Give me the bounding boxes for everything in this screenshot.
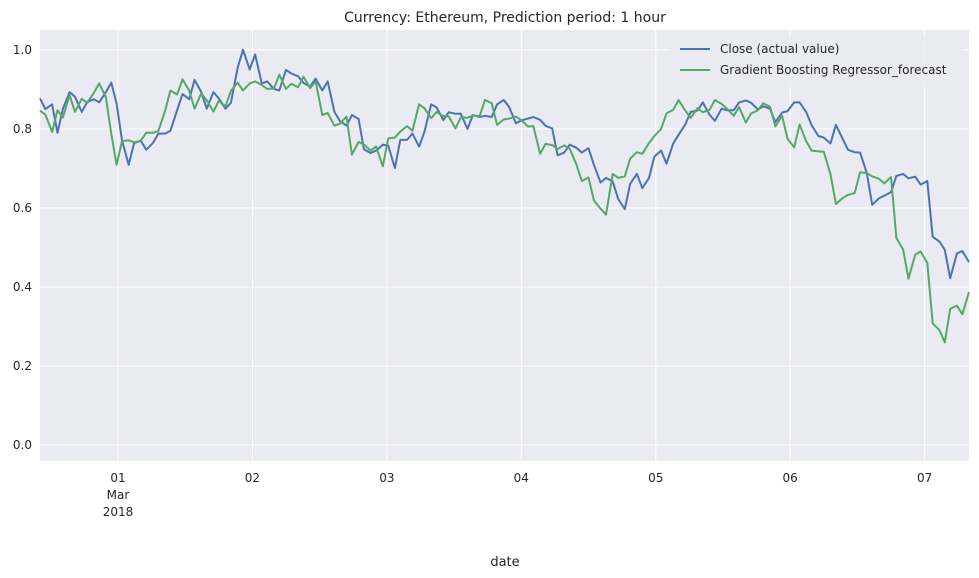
series-line-forecast bbox=[39, 73, 970, 344]
chart-title: Currency: Ethereum, Prediction period: 1… bbox=[344, 10, 666, 26]
x-tick-label: 2018 bbox=[103, 505, 134, 519]
x-tick-label: 05 bbox=[648, 471, 663, 485]
legend: Close (actual value) Gradient Boosting R… bbox=[669, 36, 964, 88]
y-tick-label: 1.0 bbox=[13, 43, 32, 57]
y-tick-label: 0.2 bbox=[13, 359, 32, 373]
x-tick-labels: 01 Mar 2018 02 03 04 05 06 07 bbox=[103, 471, 933, 519]
series-lines bbox=[39, 48, 970, 344]
plot-background bbox=[40, 30, 969, 461]
grid-lines bbox=[40, 30, 969, 461]
y-tick-label: 0.6 bbox=[13, 201, 32, 215]
legend-label-forecast: Gradient Boosting Regressor_forecast bbox=[720, 63, 947, 77]
x-tick-label: Mar bbox=[107, 488, 130, 502]
x-tick-label: 04 bbox=[514, 471, 529, 485]
x-tick-label: 03 bbox=[379, 471, 394, 485]
x-tick-label: 02 bbox=[245, 471, 260, 485]
legend-label-close: Close (actual value) bbox=[720, 42, 839, 56]
y-tick-labels: 0.0 0.2 0.4 0.6 0.8 1.0 bbox=[13, 43, 32, 452]
x-tick-label: 07 bbox=[917, 471, 932, 485]
x-axis-label: date bbox=[490, 555, 519, 570]
y-tick-label: 0.0 bbox=[13, 438, 32, 452]
y-tick-label: 0.8 bbox=[13, 122, 32, 136]
x-tick-label: 06 bbox=[783, 471, 798, 485]
legend-box bbox=[669, 36, 964, 88]
x-tick-label: 01 bbox=[110, 471, 125, 485]
series-line-close bbox=[39, 48, 970, 280]
y-tick-label: 0.4 bbox=[13, 280, 32, 294]
